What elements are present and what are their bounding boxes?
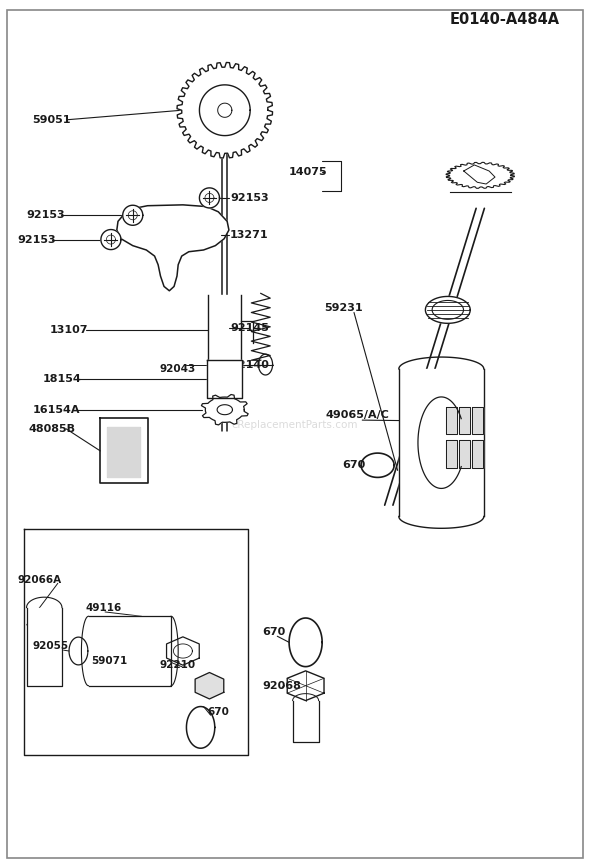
Text: 670: 670: [342, 460, 365, 470]
Text: 92153: 92153: [18, 234, 56, 245]
Text: 59071: 59071: [91, 656, 127, 667]
Polygon shape: [101, 229, 121, 250]
Polygon shape: [293, 700, 319, 742]
Polygon shape: [207, 360, 242, 398]
Text: 14075: 14075: [289, 167, 327, 177]
Text: 92068: 92068: [263, 681, 301, 691]
Polygon shape: [100, 418, 148, 483]
Text: 16154A: 16154A: [32, 404, 80, 415]
Polygon shape: [472, 440, 483, 468]
Polygon shape: [459, 440, 470, 468]
Polygon shape: [195, 673, 224, 699]
Text: 92210: 92210: [159, 660, 195, 670]
Text: E0140-A484A: E0140-A484A: [450, 11, 559, 27]
Text: 18154: 18154: [42, 374, 81, 385]
Polygon shape: [446, 440, 457, 468]
Polygon shape: [107, 427, 140, 477]
Text: 48085B: 48085B: [28, 424, 76, 434]
Polygon shape: [27, 608, 62, 686]
Text: 49116: 49116: [86, 602, 122, 613]
Polygon shape: [166, 637, 199, 665]
Polygon shape: [472, 406, 483, 434]
Polygon shape: [446, 406, 457, 434]
Text: 92043: 92043: [159, 364, 195, 374]
Polygon shape: [69, 637, 88, 665]
Polygon shape: [177, 62, 273, 158]
Text: 92153: 92153: [27, 210, 65, 220]
Polygon shape: [425, 297, 470, 323]
Text: 92145: 92145: [230, 323, 269, 333]
Polygon shape: [199, 85, 250, 135]
Polygon shape: [88, 616, 171, 686]
Text: 13107: 13107: [50, 325, 88, 335]
Polygon shape: [361, 453, 394, 477]
Text: 92140: 92140: [230, 359, 269, 370]
Polygon shape: [208, 295, 241, 365]
Text: 92153: 92153: [230, 193, 268, 203]
Text: 670: 670: [208, 707, 230, 717]
Text: eReplacementParts.com: eReplacementParts.com: [232, 420, 358, 431]
Polygon shape: [201, 395, 248, 424]
Text: 59231: 59231: [324, 303, 363, 313]
Polygon shape: [123, 205, 143, 226]
Polygon shape: [459, 406, 470, 434]
Text: 59051: 59051: [32, 115, 71, 125]
Polygon shape: [199, 187, 219, 208]
Polygon shape: [289, 618, 322, 667]
Text: 92055: 92055: [32, 641, 68, 651]
Polygon shape: [399, 369, 484, 516]
Text: 92066A: 92066A: [18, 575, 62, 585]
Polygon shape: [186, 707, 215, 748]
Polygon shape: [446, 162, 514, 188]
Polygon shape: [287, 671, 324, 700]
Text: 49065/A/C: 49065/A/C: [326, 410, 389, 420]
Text: 670: 670: [263, 627, 286, 637]
Polygon shape: [117, 205, 229, 291]
Text: 13271: 13271: [230, 230, 268, 240]
